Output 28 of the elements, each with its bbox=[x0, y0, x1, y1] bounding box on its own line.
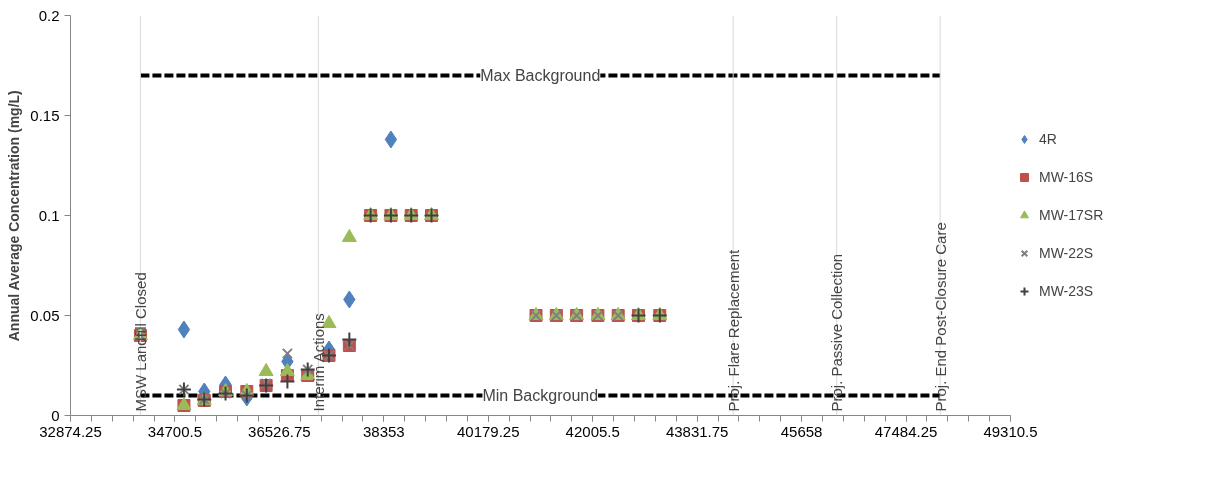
x-tick-label: 45658 bbox=[780, 422, 823, 440]
legend-label: MW-16S bbox=[1039, 169, 1094, 185]
x-tick-label: 43831.75 bbox=[665, 422, 729, 440]
series-label: Min Background bbox=[482, 387, 599, 404]
y-axis-title: Annual Average Concentration (mg/L) bbox=[6, 90, 23, 342]
x-tick-label: 38353 bbox=[362, 422, 405, 440]
ref-line-label: Proj. Flare Replacement bbox=[724, 248, 742, 412]
y-tick-label: 0.15 bbox=[30, 106, 60, 124]
x-tick-label: 34700.5 bbox=[147, 422, 203, 440]
legend-label: 4R bbox=[1039, 131, 1058, 147]
x-tick-label: 47484.25 bbox=[874, 422, 938, 440]
legend-label: MW-23S bbox=[1039, 283, 1094, 299]
y-tick-label: 0 bbox=[51, 406, 60, 424]
y-tick-label: 0.2 bbox=[38, 6, 60, 24]
legend-label: MW-22S bbox=[1039, 245, 1094, 261]
x-tick-label: 40179.25 bbox=[457, 422, 520, 440]
ref-line-label: Interim Actions bbox=[309, 313, 327, 412]
y-tick-label: 0.05 bbox=[30, 306, 60, 324]
ref-line-label: Proj. End Post-Closure Care bbox=[931, 222, 949, 412]
x-tick-label: 42005.5 bbox=[565, 422, 620, 440]
x-tick-label: 49310.5 bbox=[983, 422, 1038, 440]
legend-label: MW-17SR bbox=[1039, 207, 1104, 223]
y-tick-label: 0.1 bbox=[38, 206, 60, 224]
ref-line-label: MSW Landfill Closed bbox=[131, 272, 149, 412]
ref-line-label: Proj. Passive Collection bbox=[828, 253, 846, 412]
series-label: Max Background bbox=[480, 67, 601, 84]
x-tick-label: 32874.25 bbox=[39, 422, 102, 440]
x-tick-label: 36526.75 bbox=[248, 422, 311, 440]
